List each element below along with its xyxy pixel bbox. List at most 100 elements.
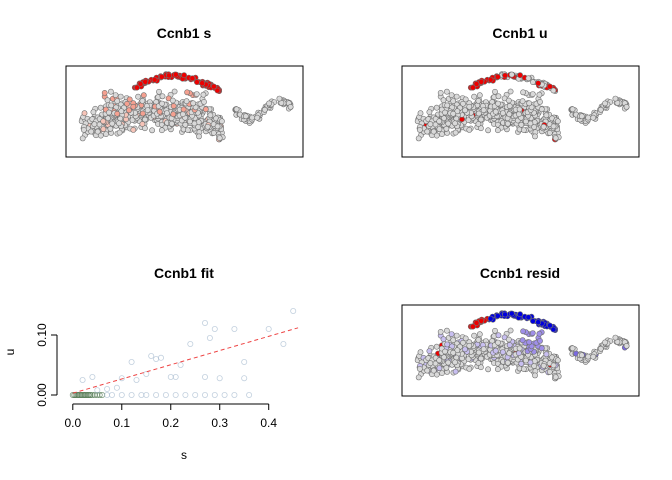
embedding-s-point (149, 127, 155, 134)
plot-frame-s (65, 65, 304, 158)
embedding-u-point (465, 117, 472, 123)
embedding-resid-point (526, 339, 533, 346)
embedding-resid-point (476, 331, 483, 338)
embedding-resid-point (555, 357, 561, 364)
fit-data-point (157, 354, 164, 361)
embedding-u-point (602, 100, 608, 107)
embedding-s-point (116, 120, 122, 127)
embedding-s-point (141, 125, 148, 132)
embedding-resid-point (443, 364, 450, 371)
fit-data-point (77, 391, 84, 398)
embedding-u-point (535, 80, 542, 87)
embedding-resid-point (440, 354, 447, 361)
embedding-s-point (186, 118, 193, 125)
fit-data-point (241, 375, 248, 382)
embedding-s-point (126, 96, 133, 103)
fit-line (72, 327, 299, 394)
embedding-u-point (507, 88, 514, 95)
embedding-u-point (475, 121, 482, 127)
embedding-resid-point (415, 374, 422, 381)
embedding-resid-point (433, 343, 440, 350)
embedding-resid-point (519, 337, 526, 344)
panel-title-s: Ccnb1 s (157, 25, 212, 41)
embedding-s-point (261, 106, 268, 113)
embedding-u-point (448, 92, 455, 98)
embedding-resid-point (492, 327, 498, 334)
embedding-s-point (182, 121, 189, 128)
embedding-resid-point (427, 360, 434, 367)
embedding-s-point (126, 107, 132, 114)
embedding-s-point (142, 116, 148, 123)
embedding-resid-point (444, 341, 451, 348)
embedding-resid-point (516, 350, 522, 356)
embedding-resid-point (547, 322, 553, 329)
embedding-resid-point (550, 326, 557, 333)
embedding-s-point (216, 135, 223, 141)
fit-data-point (280, 340, 287, 347)
fit-axes: 0.0 0.1 0.2 0.3 0.4 0.00 0.10 (35, 323, 277, 430)
embedding-s-point (142, 79, 149, 85)
fit-data-point (187, 340, 194, 347)
embedding-s-point (196, 133, 202, 140)
y-axis-label: u (3, 349, 17, 356)
embedding-u-point (475, 110, 482, 117)
embedding-resid-point (448, 331, 455, 337)
embedding-resid-point (439, 370, 445, 376)
embedding-resid-point (417, 349, 424, 356)
embedding-s-point (130, 126, 137, 133)
fit-data-point (94, 387, 101, 394)
fit-data-point (78, 391, 85, 398)
fit-data-point (221, 391, 228, 398)
embedding-resid-point (452, 359, 458, 366)
embedding-u-point (462, 96, 469, 103)
embedding-resid-point (462, 335, 469, 342)
embedding-s-point (139, 121, 146, 127)
fit-scatter-plot (69, 307, 299, 398)
embedding-resid-point (523, 357, 529, 364)
fit-data-point (89, 373, 96, 380)
fit-data-point (79, 376, 86, 383)
embedding-resid-point (487, 315, 494, 322)
embedding-u-point (543, 112, 550, 119)
embedding-u-point (415, 135, 422, 142)
embedding-u-point (443, 88, 450, 95)
embedding-s-point (276, 95, 283, 102)
fit-data-point (290, 307, 297, 314)
embedding-s-point (108, 102, 115, 109)
x-tick-label: 0.3 (211, 416, 228, 430)
embedding-u-point (480, 107, 487, 113)
embedding-s-point (158, 127, 165, 134)
fit-data-point (118, 391, 125, 398)
fit-data-point (216, 375, 223, 382)
embedding-s-point (105, 115, 111, 122)
embedding-resid-point (453, 332, 460, 339)
embedding-resid-point (478, 317, 485, 324)
embedding-s-point (218, 118, 225, 125)
embedding-resid-point (525, 314, 532, 321)
embedding-s-point (170, 103, 177, 109)
embedding-s-point (189, 75, 196, 82)
embedding-u-point (492, 108, 499, 115)
x-tick-label: 0.1 (113, 416, 130, 430)
embedding-resid-point (537, 337, 543, 344)
embedding-s-point (109, 120, 116, 127)
embedding-s-point (133, 84, 140, 91)
embedding-resid-point (535, 319, 542, 326)
embedding-s-point (172, 71, 179, 78)
embedding-resid-point (460, 339, 466, 346)
embedding-s-point (107, 125, 114, 132)
embedding-u-point (485, 127, 491, 134)
embedding-resid-point (597, 345, 604, 352)
embedding-u-point (416, 126, 423, 133)
embedding-s-point (158, 74, 165, 80)
embedding-resid-point (466, 365, 473, 372)
embedding-u-point (437, 90, 444, 96)
embedding-s-point (183, 98, 190, 105)
fit-data-point (211, 391, 218, 398)
embedding-u-point (487, 76, 494, 83)
embedding-resid-point (480, 346, 487, 352)
embedding-resid-point (507, 327, 514, 334)
embedding-resid-point (450, 337, 457, 343)
embedding-s-point (112, 92, 119, 98)
